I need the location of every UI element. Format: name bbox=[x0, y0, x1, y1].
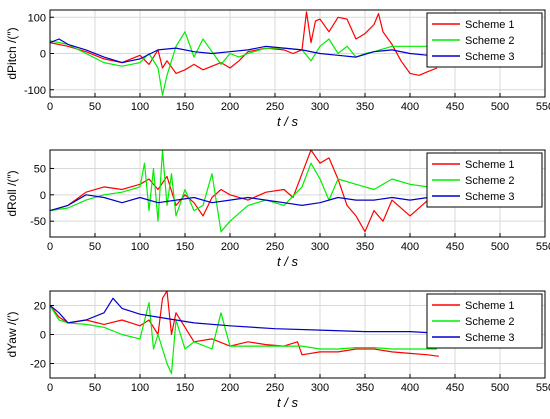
legend: Scheme 1 Scheme 2 Scheme 3 bbox=[426, 293, 543, 349]
x-tick-label: 300 bbox=[311, 241, 329, 253]
x-tick-label: 200 bbox=[221, 382, 239, 394]
x-tick-label: 450 bbox=[446, 382, 464, 394]
series-line-2 bbox=[50, 150, 438, 233]
x-tick-label: 450 bbox=[446, 241, 464, 253]
x-tick-label: 400 bbox=[401, 101, 419, 113]
series-line-2 bbox=[50, 302, 437, 375]
x-tick-label: 350 bbox=[356, 101, 374, 113]
x-axis-label: t / s bbox=[277, 254, 298, 269]
x-tick-label: 250 bbox=[266, 241, 284, 253]
y-tick-label: 20 bbox=[34, 301, 46, 313]
x-tick-label: 0 bbox=[47, 101, 53, 113]
y-tick-label: -20 bbox=[30, 359, 46, 371]
x-tick-label: 300 bbox=[311, 382, 329, 394]
x-tick-label: 550 bbox=[536, 101, 550, 113]
legend-label-1: Scheme 1 bbox=[465, 19, 515, 31]
axes-box bbox=[49, 149, 546, 238]
series-line-1 bbox=[50, 11, 438, 76]
x-tick-label: 50 bbox=[89, 382, 101, 394]
series-line-1 bbox=[50, 150, 438, 233]
x-axis-label: t / s bbox=[277, 114, 298, 129]
x-tick-label: 450 bbox=[446, 101, 464, 113]
x-tick-label: 500 bbox=[491, 382, 509, 394]
x-tick-label: 100 bbox=[131, 101, 149, 113]
legend-label-1: Scheme 1 bbox=[465, 159, 515, 171]
x-axis-label: t / s bbox=[277, 395, 298, 410]
x-tick-label: 250 bbox=[266, 382, 284, 394]
series-line-3 bbox=[50, 38, 437, 64]
legend: Scheme 1 Scheme 2 Scheme 3 bbox=[426, 12, 543, 68]
y-tick-label: 0 bbox=[40, 49, 46, 61]
series-line-1 bbox=[50, 291, 439, 357]
x-tick-label: 0 bbox=[47, 241, 53, 253]
x-tick-label: 350 bbox=[356, 382, 374, 394]
x-tick-label: 350 bbox=[356, 241, 374, 253]
x-tick-label: 150 bbox=[176, 101, 194, 113]
x-tick-label: 300 bbox=[311, 101, 329, 113]
x-tick-label: 400 bbox=[401, 241, 419, 253]
series-line-3 bbox=[50, 297, 438, 334]
x-tick-label: 100 bbox=[131, 241, 149, 253]
legend-label-3: Scheme 3 bbox=[465, 332, 515, 344]
subplot-1: 050100150200250300350400450500550-100010… bbox=[5, 9, 550, 129]
x-tick-label: 500 bbox=[491, 241, 509, 253]
x-tick-label: 150 bbox=[176, 241, 194, 253]
legend-label-3: Scheme 3 bbox=[465, 51, 515, 63]
x-tick-label: 550 bbox=[536, 382, 550, 394]
y-axis-label: dPitch /(″) bbox=[5, 27, 19, 79]
x-tick-label: 0 bbox=[47, 382, 53, 394]
legend-label-2: Scheme 2 bbox=[465, 175, 515, 187]
x-tick-label: 50 bbox=[89, 241, 101, 253]
legend-label-1: Scheme 1 bbox=[465, 300, 515, 312]
y-tick-label: -50 bbox=[30, 216, 46, 228]
x-tick-label: 150 bbox=[176, 382, 194, 394]
series-line-3 bbox=[50, 194, 437, 212]
x-tick-label: 250 bbox=[266, 101, 284, 113]
x-tick-label: 500 bbox=[491, 101, 509, 113]
y-axis-label: dRoll /(″) bbox=[5, 170, 19, 216]
x-tick-label: 550 bbox=[536, 241, 550, 253]
y-tick-label: 50 bbox=[34, 163, 46, 175]
x-tick-label: 200 bbox=[221, 241, 239, 253]
legend-label-3: Scheme 3 bbox=[465, 191, 515, 203]
x-tick-label: 100 bbox=[131, 382, 149, 394]
y-axis-label: dYaw /(′) bbox=[5, 311, 19, 357]
y-tick-label: -100 bbox=[24, 85, 46, 97]
legend-label-2: Scheme 2 bbox=[465, 316, 515, 328]
subplot-2: 0 50 100 150 200 250 300 350 400 450 500 550 -50 0 50 t… bbox=[5, 149, 550, 269]
y-tick-label: 0 bbox=[40, 330, 46, 342]
x-tick-label: 400 bbox=[401, 382, 419, 394]
subplot-3: 050100150200250300350400450500550-20020t… bbox=[5, 290, 550, 410]
y-tick-label: 0 bbox=[40, 190, 46, 202]
x-tick-label: 50 bbox=[89, 101, 101, 113]
y-tick-label: 100 bbox=[28, 12, 46, 24]
legend: Scheme 1 Scheme 2 Scheme 3 bbox=[426, 152, 543, 208]
x-tick-label: 200 bbox=[221, 101, 239, 113]
legend-label-2: Scheme 2 bbox=[465, 35, 515, 47]
